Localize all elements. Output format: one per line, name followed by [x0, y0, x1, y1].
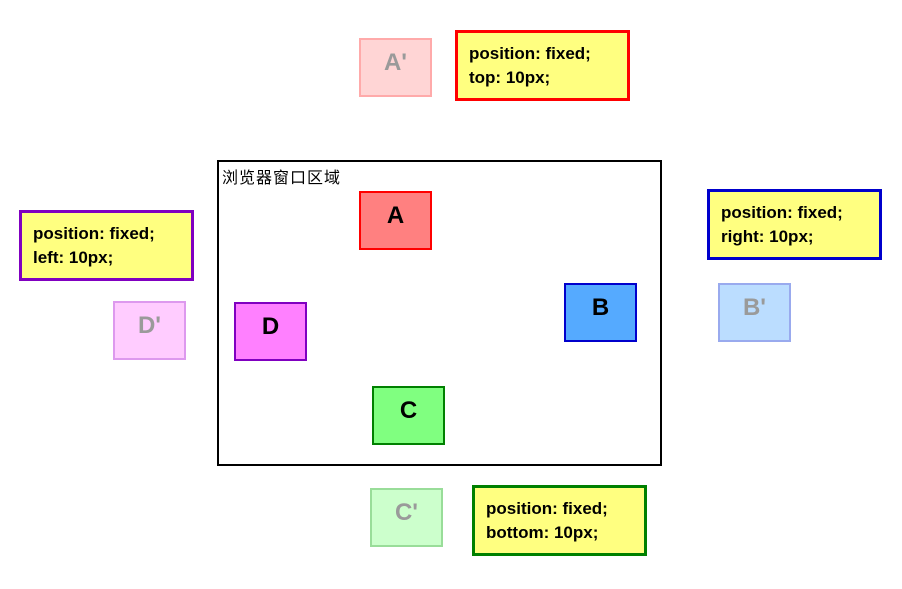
browser-window-region: 浏览器窗口区域: [217, 160, 662, 466]
box-d-prime: D': [113, 301, 186, 360]
note-right-line2: right: 10px;: [721, 227, 814, 246]
note-bottom-line2: bottom: 10px;: [486, 523, 599, 542]
note-bottom-line1: position: fixed;: [486, 499, 608, 518]
box-c-prime: C': [370, 488, 443, 547]
box-a: A: [359, 191, 432, 250]
note-left-line2: left: 10px;: [33, 248, 114, 267]
window-label: 浏览器窗口区域: [222, 168, 342, 187]
box-c: C: [372, 386, 445, 445]
note-top: position: fixed; top: 10px;: [455, 30, 630, 101]
note-bottom: position: fixed; bottom: 10px;: [472, 485, 647, 556]
note-top-line2: top: 10px;: [469, 68, 551, 87]
note-top-line1: position: fixed;: [469, 44, 591, 63]
note-left: position: fixed; left: 10px;: [19, 210, 194, 281]
note-right: position: fixed; right: 10px;: [707, 189, 882, 260]
note-left-line1: position: fixed;: [33, 224, 155, 243]
box-b-prime: B': [718, 283, 791, 342]
box-b: B: [564, 283, 637, 342]
note-right-line1: position: fixed;: [721, 203, 843, 222]
box-d: D: [234, 302, 307, 361]
box-a-prime: A': [359, 38, 432, 97]
